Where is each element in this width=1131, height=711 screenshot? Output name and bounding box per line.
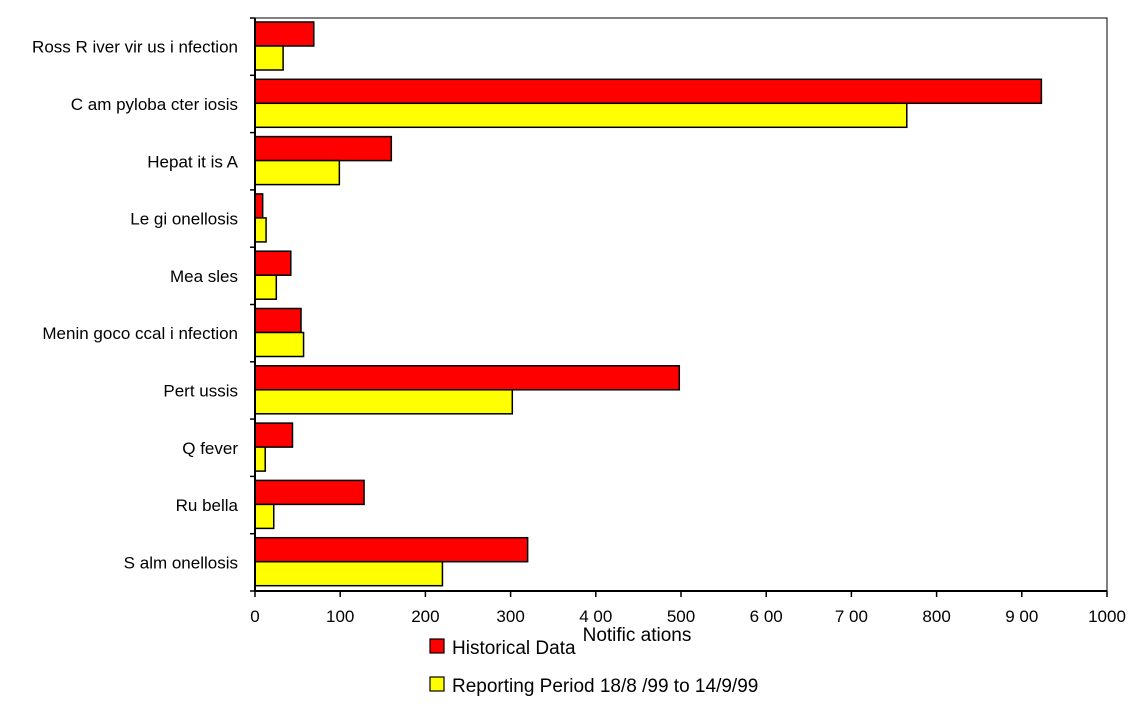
legend-label-reporting-period: Reporting Period 18/8 /99 to 14/9/99 <box>452 676 758 697</box>
x-tick-label: 800 <box>922 607 950 626</box>
category-label: Ross R iver vir us i nfection <box>32 38 238 57</box>
bar-reporting-period <box>254 102 908 129</box>
legend-swatch-reporting-period <box>429 676 445 692</box>
legend-label-historical: Historical Data <box>452 638 576 659</box>
bar-historical <box>254 21 315 47</box>
x-tick-label: 300 <box>496 607 524 626</box>
bars-group <box>254 21 1043 587</box>
bar-historical <box>254 78 1043 105</box>
category-label: Hepat it is A <box>147 152 238 171</box>
category-label: Pert ussis <box>163 381 238 400</box>
x-tick-label: 200 <box>411 607 439 626</box>
x-tick-label: 9 00 <box>1005 607 1038 626</box>
bar-historical <box>254 422 294 448</box>
bar-historical <box>254 536 529 563</box>
category-label: Mea sles <box>170 267 238 286</box>
bar-reporting-period <box>254 560 444 587</box>
x-tick-label: 500 <box>667 607 695 626</box>
x-tick-label: 7 00 <box>835 607 868 626</box>
x-ticks-group: 0 100 200 300 4 00 500 6 00 7 00 800 9 00 1000 <box>250 591 1126 626</box>
category-label: C am pyloba cter iosis <box>71 95 238 114</box>
bar-historical <box>254 365 681 391</box>
x-axis-title: Notific ations <box>583 625 692 646</box>
category-label: Q fever <box>182 439 238 458</box>
bar-reporting-period <box>254 446 266 472</box>
category-label: Le gi onellosis <box>130 210 238 229</box>
bar-historical <box>254 307 302 334</box>
bar-reporting-period <box>254 45 284 71</box>
bar-historical <box>254 250 292 276</box>
legend-swatch-historical <box>429 638 445 654</box>
bar-reporting-period <box>254 159 341 186</box>
bar-historical <box>254 135 393 162</box>
bar-reporting-period <box>254 331 305 358</box>
x-tick-label: 0 <box>250 607 259 626</box>
bar-reporting-period <box>254 217 267 243</box>
category-labels-group: Ross R iver vir us i nfection C am pyloba… <box>32 17 255 592</box>
legend: Historical Data Reporting Period 18/8 /99… <box>429 638 758 697</box>
category-label: Ru bella <box>176 496 239 515</box>
bar-reporting-period <box>254 274 278 300</box>
bar-reporting-period <box>254 389 514 415</box>
category-label: Menin goco ccal i nfection <box>42 324 238 343</box>
bar-historical <box>254 479 365 506</box>
bar-reporting-period <box>254 503 275 530</box>
bar-historical <box>254 193 264 219</box>
x-tick-label: 1000 <box>1088 607 1126 626</box>
x-tick-label: 6 00 <box>750 607 783 626</box>
x-tick-label: 100 <box>326 607 354 626</box>
category-label: S alm onellosis <box>124 553 238 572</box>
x-tick-label: 4 00 <box>579 607 612 626</box>
